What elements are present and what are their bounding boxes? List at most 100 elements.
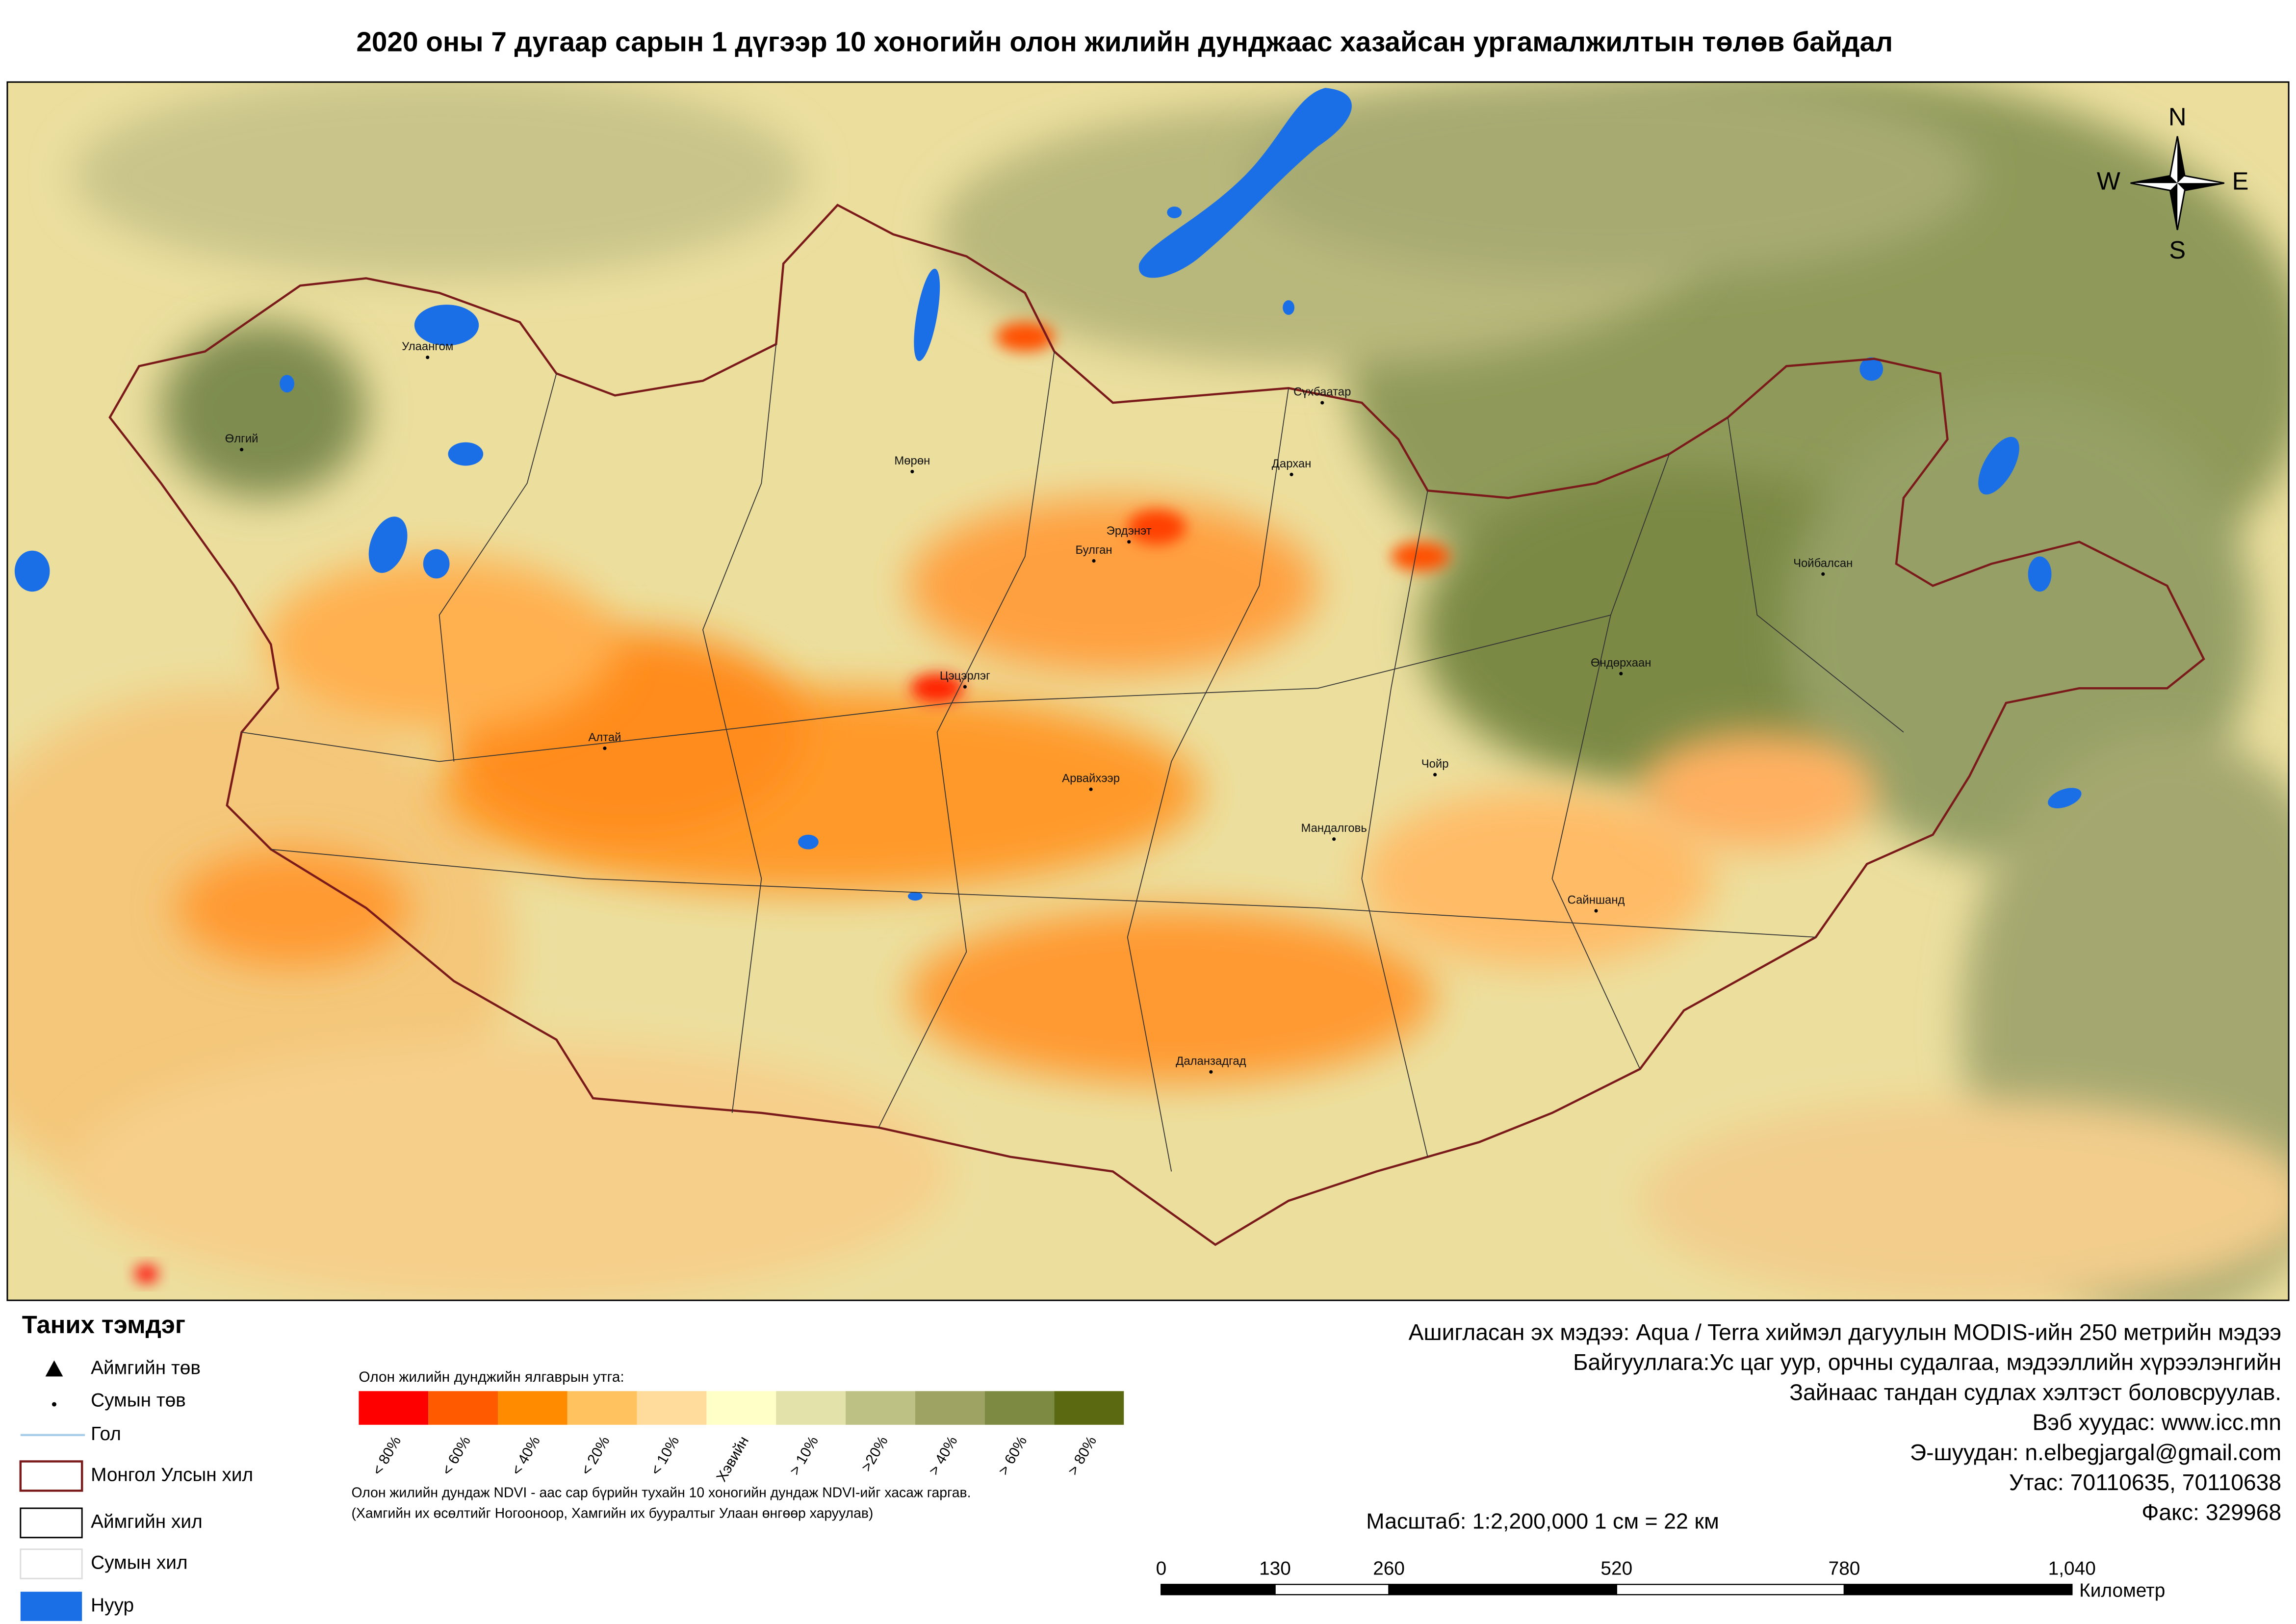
drought-spot: [134, 1265, 158, 1283]
aimag-center: [239, 448, 244, 452]
country-border: [108, 204, 2205, 1246]
lake: [1283, 300, 1295, 315]
aimag-border: [271, 849, 1816, 938]
vegetation-patch: [263, 556, 615, 732]
legend-symbol: [45, 1360, 63, 1377]
vegetation-patch: [907, 908, 1435, 1084]
place-label: Дархан: [1272, 457, 1312, 470]
legend-title: Таних тэмдэг: [22, 1311, 185, 1339]
lake: [368, 516, 408, 573]
vegetation-patch: [73, 1039, 952, 1301]
note: Олон жилийн дундаж NDVI - аас сар бүрийн…: [351, 1485, 971, 1501]
scale-tick-label: 260: [1373, 1558, 1405, 1579]
scale-bar-segment: [1388, 1584, 1618, 1596]
vegetation-patch: [907, 498, 1318, 674]
aimag-border: [1127, 388, 1289, 1172]
compass-label: S: [2169, 236, 2186, 264]
vegetation-patch: [1640, 1098, 2289, 1301]
place-label: Чойбалсан: [1793, 557, 1853, 570]
color-class: [359, 1391, 429, 1425]
color-class-label: > 60%: [995, 1434, 1030, 1478]
aimag-center: [1092, 559, 1096, 563]
legend-label: Гол: [91, 1423, 121, 1444]
color-class-label: > 40%: [926, 1434, 960, 1478]
place-label: Мөрөн: [894, 454, 930, 467]
legend: Таних тэмдэг Аймгийн төв Сумын төв Гол Монго…: [19, 1311, 2282, 1621]
aimag-center: [1821, 572, 1825, 576]
legend-symbol: [20, 1548, 83, 1579]
source-line: Зайнаас тандан судлах хэлтэст боловсруул…: [1789, 1379, 2281, 1405]
place-label: Даланзадгад: [1176, 1055, 1246, 1068]
lake: [1138, 88, 1352, 278]
lake: [14, 550, 50, 592]
place-label: Улаангом: [402, 340, 453, 353]
color-class-label: < 40%: [508, 1434, 543, 1478]
legend-label: Сумын төв: [91, 1390, 186, 1411]
aimag-center: [1089, 787, 1093, 791]
place-label: Эрдэнэт: [1107, 524, 1152, 538]
legend-symbol: [52, 1402, 56, 1407]
aimag-border: [439, 373, 557, 762]
lake: [1167, 206, 1182, 218]
map-frame: [6, 81, 2290, 1301]
color-class: [498, 1391, 568, 1425]
compass-label: E: [2232, 167, 2249, 195]
vegetation-patch: [1244, 82, 1977, 279]
drought-spot: [996, 322, 1055, 352]
source-line: Ашигласан эх мэдээ: Aqua / Terra хиймэл …: [1409, 1319, 2282, 1345]
source-line: Вэб хуудас: www.icc.mn: [2033, 1410, 2281, 1435]
scale-tick-label: 0: [1156, 1558, 1167, 1579]
place-labels: Улаангом Өлгий Мөрөн Сүхбаатар Дархан Эрдэнэт…: [225, 103, 2249, 1074]
compass-label: W: [2097, 167, 2120, 195]
color-class: [915, 1391, 985, 1425]
aimag-center: [1433, 773, 1437, 776]
aimag-center: [1594, 909, 1598, 913]
vegetation-patch: [1362, 791, 1713, 967]
drought-spot: [910, 673, 964, 703]
color-class: [428, 1391, 498, 1425]
color-class-label: < 80%: [369, 1434, 404, 1478]
color-class: [776, 1391, 846, 1425]
place-label: Сайншанд: [1568, 893, 1625, 906]
aimag-center: [426, 355, 430, 360]
legend-label: Аймгийн хил: [91, 1511, 203, 1532]
aimag-border: [1361, 490, 1428, 1157]
place-label: Чойр: [1421, 757, 1449, 771]
scale-bar-segment: [1616, 1584, 1845, 1596]
lake: [1859, 357, 1883, 381]
color-class-label: < 10%: [647, 1434, 682, 1478]
color-class: [637, 1391, 707, 1425]
aimag-border: [241, 615, 1611, 762]
color-class: [1054, 1391, 1124, 1425]
lake: [423, 549, 450, 579]
source-line: Факс: 329968: [2141, 1499, 2281, 1525]
scale-bar-segment: [1274, 1584, 1390, 1596]
legend-symbol: [20, 1507, 83, 1539]
place-label: Мандалговь: [1301, 822, 1367, 835]
aimag-center: [1290, 472, 1293, 476]
place-label: Сүхбаатар: [1293, 386, 1351, 399]
aimag-center: [1209, 1070, 1213, 1074]
color-class-label: < 20%: [578, 1434, 613, 1478]
color-class: [846, 1391, 915, 1425]
scale-bar-segment: [1161, 1584, 1276, 1596]
lake: [914, 268, 940, 361]
vegetation-patch: [176, 849, 410, 967]
aimag-center: [1332, 837, 1336, 841]
title: 2020 оны 7 дугаар сарын 1 дүгээр 10 хоно…: [356, 27, 1893, 58]
scale-tick-label: 780: [1829, 1558, 1860, 1579]
color-class-label: < 60%: [439, 1434, 474, 1478]
place-label: Булган: [1075, 543, 1112, 557]
lake: [2048, 788, 2082, 808]
color-class: [706, 1391, 776, 1425]
aimag-center: [1619, 671, 1623, 675]
map: [7, 82, 2289, 1301]
lake: [907, 892, 923, 901]
vegetation-patch: [73, 82, 805, 279]
aimag-center: [910, 469, 914, 473]
legend-symbol: [20, 1592, 82, 1621]
legend-label: Монгол Улсын хил: [91, 1465, 253, 1486]
lake: [798, 834, 819, 850]
color-class-label: >20%: [858, 1434, 891, 1474]
